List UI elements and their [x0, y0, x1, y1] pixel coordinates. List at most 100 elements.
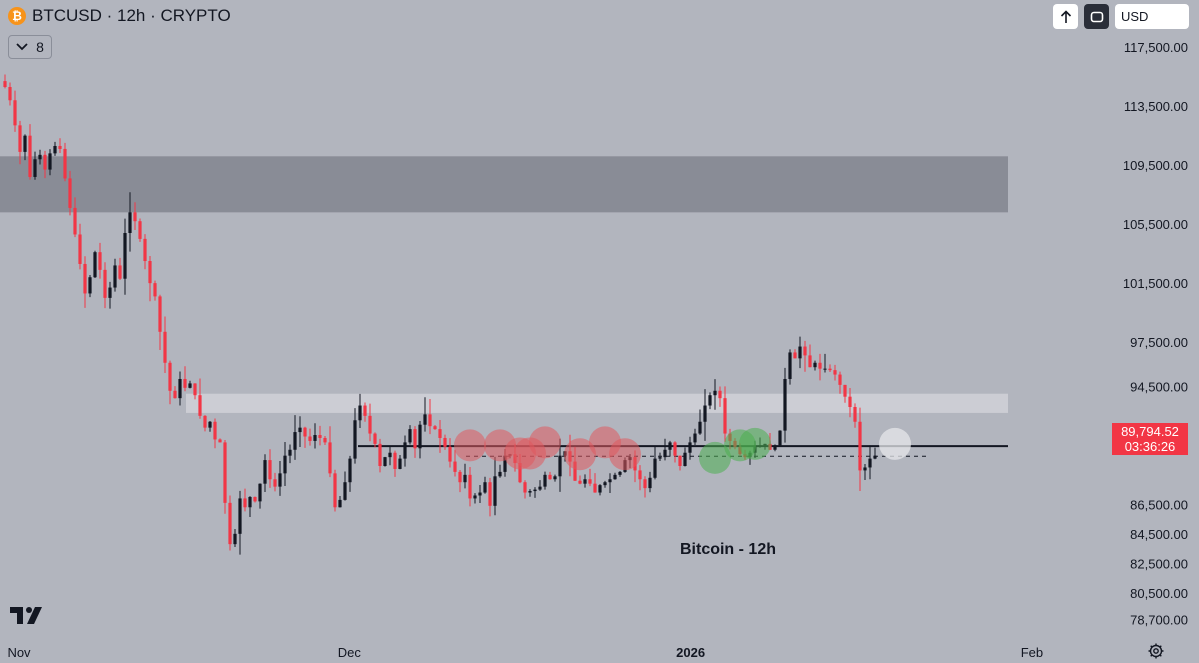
candle [363, 402, 367, 422]
candle [43, 150, 47, 179]
rejection-marker [609, 438, 641, 471]
candle [863, 463, 867, 481]
candle [598, 484, 602, 496]
range-resistance-zone [186, 393, 1008, 413]
candle [28, 124, 32, 180]
candle [323, 435, 327, 445]
bar-countdown: 03:36:26 [1124, 439, 1176, 454]
candle [393, 450, 397, 477]
rejection-marker [454, 429, 486, 462]
rejection-marker [564, 438, 596, 471]
price-axis-label: 94,500.00 [1130, 379, 1188, 394]
candle [313, 423, 317, 449]
candle [463, 463, 467, 489]
candle [488, 477, 492, 517]
price-axis-label: 105,500.00 [1123, 217, 1188, 232]
candle [8, 82, 12, 106]
candle [618, 470, 622, 477]
candle [468, 467, 472, 507]
candle [578, 475, 582, 485]
candle [413, 426, 417, 458]
price-axis-label: 117,500.00 [1124, 40, 1188, 55]
candle [688, 436, 692, 460]
candle [158, 294, 162, 351]
candle [248, 496, 252, 518]
candle [638, 465, 642, 491]
chart-annotation: Bitcoin - 12h [680, 541, 776, 558]
candle [268, 449, 272, 488]
candle [298, 416, 302, 447]
upper-resistance-zone [0, 156, 1008, 213]
candle [418, 420, 422, 459]
candle [278, 461, 282, 496]
candle [23, 134, 27, 161]
candle [223, 440, 227, 514]
currency-select[interactable]: USD [1115, 4, 1189, 29]
candle [273, 472, 277, 492]
candle [793, 349, 797, 359]
candle [253, 496, 257, 503]
time-axis-label: 2026 [676, 645, 705, 660]
symbol-header[interactable]: ₿ BTCUSD · 12h · CRYPTO [8, 6, 231, 26]
indicators-toggle-button[interactable]: 8 [8, 35, 52, 59]
price-axis-label: 78,700.00 [1130, 612, 1188, 627]
candle [443, 434, 447, 450]
candle [143, 234, 147, 270]
candle [258, 483, 262, 509]
candle [648, 471, 652, 493]
chevron-down-icon [16, 43, 28, 51]
candle [813, 360, 817, 371]
candle [428, 398, 432, 435]
candle [798, 336, 802, 369]
candle [33, 151, 37, 180]
candle [128, 192, 132, 252]
candle [708, 392, 712, 410]
candle [698, 409, 702, 435]
candle [338, 495, 342, 508]
candle [448, 438, 452, 468]
candle [178, 371, 182, 406]
price-axis-label: 82,500.00 [1130, 556, 1188, 571]
candle [83, 256, 87, 308]
candle [498, 464, 502, 478]
arrow-up-button[interactable] [1053, 4, 1078, 29]
fullscreen-button[interactable] [1084, 4, 1109, 29]
candle [173, 386, 177, 399]
gear-icon[interactable] [1148, 643, 1164, 659]
price-axis-label: 86,500.00 [1130, 497, 1188, 512]
candle [328, 426, 332, 478]
candle [163, 316, 167, 374]
candle [263, 454, 267, 493]
candle [438, 420, 442, 453]
candle [818, 353, 822, 381]
candle [583, 474, 587, 488]
bitcoin-logo-icon: ₿ [8, 7, 26, 25]
currency-label: USD [1121, 9, 1149, 24]
candle [288, 444, 292, 464]
candle [538, 480, 542, 491]
price-axis-label: 101,500.00 [1123, 276, 1188, 291]
candle [208, 421, 212, 432]
tradingview-logo-icon [10, 607, 42, 624]
candle [543, 471, 547, 490]
candle [133, 202, 137, 230]
candle [238, 490, 242, 555]
candle [103, 262, 107, 309]
candle [148, 255, 152, 302]
candle [93, 250, 97, 278]
candle [188, 380, 192, 389]
candle [653, 445, 657, 480]
candle [183, 366, 187, 392]
candle [213, 418, 217, 449]
candle [873, 447, 877, 460]
candle [98, 242, 102, 279]
candle [523, 480, 527, 499]
candle [138, 218, 142, 242]
candle [453, 449, 457, 477]
candle [473, 493, 477, 504]
candle [193, 383, 197, 400]
support-hold-marker [739, 427, 771, 460]
candle [403, 435, 407, 467]
candle [588, 468, 592, 487]
